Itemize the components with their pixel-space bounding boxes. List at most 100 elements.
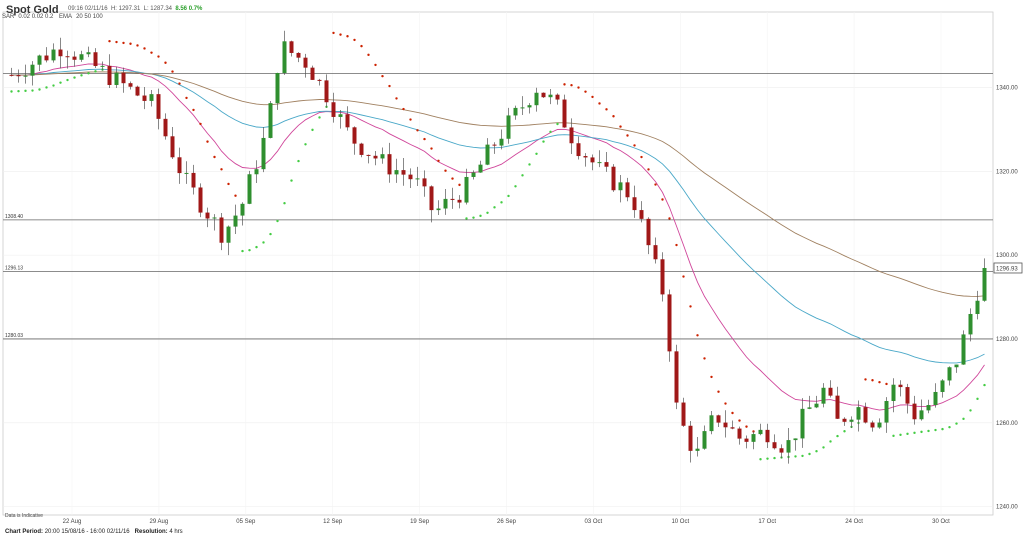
y-tick-label: 1320.00 [996,169,1018,175]
sar-dot [129,42,132,45]
candle-body [303,57,308,68]
sar-dot [549,130,552,134]
candle-body [751,434,756,442]
candle-body [520,107,525,109]
sar-dot [38,88,41,91]
reference-line-label: 1280.03 [5,333,23,339]
candle-body [744,438,749,442]
candle-body [933,391,938,406]
candle-body [345,114,350,128]
candle-body [226,226,231,243]
sar-dot [73,76,76,79]
candle-body [625,182,630,198]
sar-dot [829,440,832,443]
candle-body [86,52,91,55]
sar-dot [416,129,419,132]
candle-body [513,107,518,116]
candle-body [870,422,875,428]
candle-body [681,402,686,426]
candle-body [471,172,476,177]
sar-dot [738,419,741,422]
sar-dot [843,430,846,433]
candle-body [142,95,147,101]
candle-body [982,267,987,301]
sar-dot [122,41,125,45]
candle-body [352,127,357,144]
chart-footer: Chart Period: 20:00 15/08/16 - 16:00 02/… [5,529,183,535]
sar-dot [66,78,69,82]
sar-dot [773,456,776,460]
sar-dot [297,159,300,163]
sar-dot [255,245,258,249]
sar-dot [241,249,244,253]
candle-body [233,215,238,227]
candle-body [618,182,623,191]
candle-body [646,218,651,246]
sar-legend-label: SAR [2,14,15,20]
candle-body [940,380,945,392]
sar-dot [955,422,958,425]
reference-line-label: 1308.40 [5,214,23,220]
candle-body [639,210,644,219]
candle-body [310,67,315,80]
candle-body [772,442,777,449]
sar-dot [640,155,643,159]
sar-dot [52,84,55,87]
quote-high: H: 1297.31 [110,6,141,12]
indicative-note: Data is Indicative [5,513,44,519]
x-tick-label: 03 Oct [585,519,603,525]
sar-dot [486,211,489,214]
sar-dot [59,81,62,84]
candle-body [800,408,805,439]
sar-dot [941,427,944,431]
y-tick-label: 1260.00 [996,421,1018,427]
ema-legend-params: 20 50 100 [76,14,103,20]
sar-dot [178,82,181,85]
candle-body [968,313,973,335]
candle-body [947,367,952,381]
candle-body [457,199,462,203]
indicator-legend[interactable]: SAR 0.02 0.02 0.2 EMA 20 50 100 [2,14,107,20]
candle-body [121,72,126,84]
candle-body [387,154,392,175]
sar-dot [94,70,97,73]
candle-body [863,407,868,423]
x-tick-label: 30 Oct [932,519,950,525]
sar-dot [493,206,496,209]
candle-body [366,154,371,156]
ema-100-line [11,71,985,297]
candle-body [464,176,469,203]
quote-low: L: 1287.34 [143,6,172,12]
candle-body [128,83,133,87]
x-tick-label: 29 Aug [150,519,169,525]
candle-body [597,162,602,164]
candle-body [135,86,140,96]
candle-body [51,49,56,61]
candle-body [807,407,812,409]
quote-line: 09:16 02/11/16 H: 1297.31 L: 1287.34 8.5… [68,6,202,12]
candle-body [184,172,189,174]
x-tick-label: 12 Sep [323,519,343,525]
candle-body [527,105,532,108]
quote-change: 8.56 0.7% [175,6,203,12]
candle-body [107,65,112,85]
sar-dot [976,397,979,401]
sar-dot [696,334,699,337]
candle-body [268,103,273,138]
candle-body [394,170,399,175]
sar-dot [458,183,461,187]
sar-dot [199,122,202,126]
sar-dot [227,182,230,186]
sar-dot [206,140,209,143]
last-price-label: 1296.93 [996,266,1018,272]
candle-body [849,419,854,422]
candle-body [324,80,329,103]
sar-dot [500,201,503,204]
sar-dot [654,183,657,186]
candle-body [758,429,763,435]
sar-dot [234,194,237,197]
candle-body [380,154,385,159]
candle-body [828,387,833,396]
sar-dot [542,140,545,143]
